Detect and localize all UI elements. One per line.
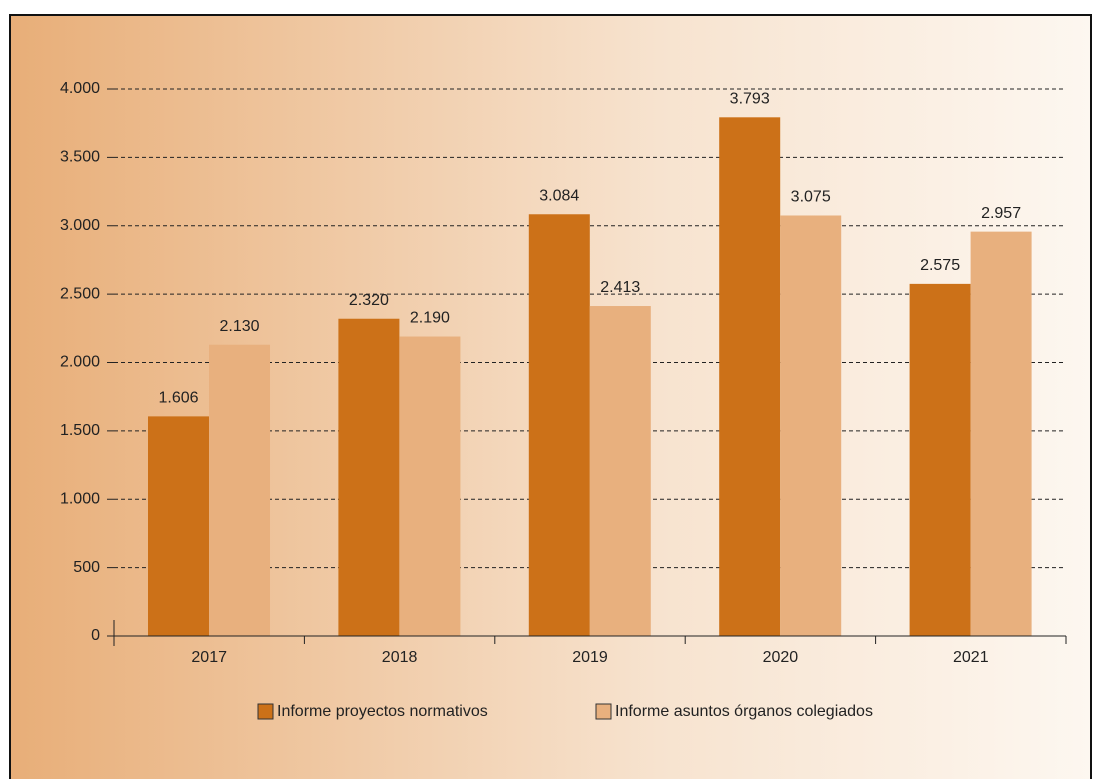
bar	[719, 117, 781, 636]
bar	[909, 283, 971, 636]
y-tick-label: 2.000	[60, 354, 100, 371]
data-label: 3.793	[730, 91, 770, 108]
y-tick-label: 0	[91, 627, 100, 644]
bar	[589, 306, 651, 636]
bar	[209, 344, 270, 636]
bar	[528, 214, 590, 636]
bar	[399, 336, 461, 636]
data-label: 3.084	[539, 187, 579, 204]
legend-swatch	[595, 703, 612, 720]
data-label: 2.957	[981, 205, 1021, 222]
y-tick-label: 3.000	[60, 217, 100, 234]
data-label: 2.190	[410, 310, 450, 327]
x-tick-label: 2019	[572, 649, 608, 666]
y-tick-label: 1.000	[60, 490, 100, 507]
bar	[338, 318, 400, 636]
y-tick-label: 4.000	[60, 80, 100, 97]
legend-label: Informe proyectos normativos	[277, 703, 488, 720]
y-tick-label: 2.500	[60, 285, 100, 302]
x-tick-label: 2020	[763, 649, 799, 666]
bar	[970, 231, 1032, 636]
data-label: 2.320	[349, 292, 389, 309]
x-tick-label: 2021	[953, 649, 989, 666]
bar	[780, 215, 842, 636]
data-label: 3.075	[791, 189, 831, 206]
legend-label: Informe asuntos órganos colegiados	[615, 703, 873, 720]
data-label: 1.606	[158, 390, 198, 407]
legend-swatch	[257, 703, 274, 720]
x-tick-label: 2017	[191, 649, 227, 666]
y-tick-label: 1.500	[60, 422, 100, 439]
data-label: 2.413	[600, 279, 640, 296]
x-tick-label: 2018	[382, 649, 418, 666]
data-label: 2.575	[920, 257, 960, 274]
y-tick-label: 500	[73, 559, 100, 576]
data-label: 2.130	[219, 318, 259, 335]
y-tick-label: 3.500	[60, 149, 100, 166]
bar	[148, 416, 209, 636]
